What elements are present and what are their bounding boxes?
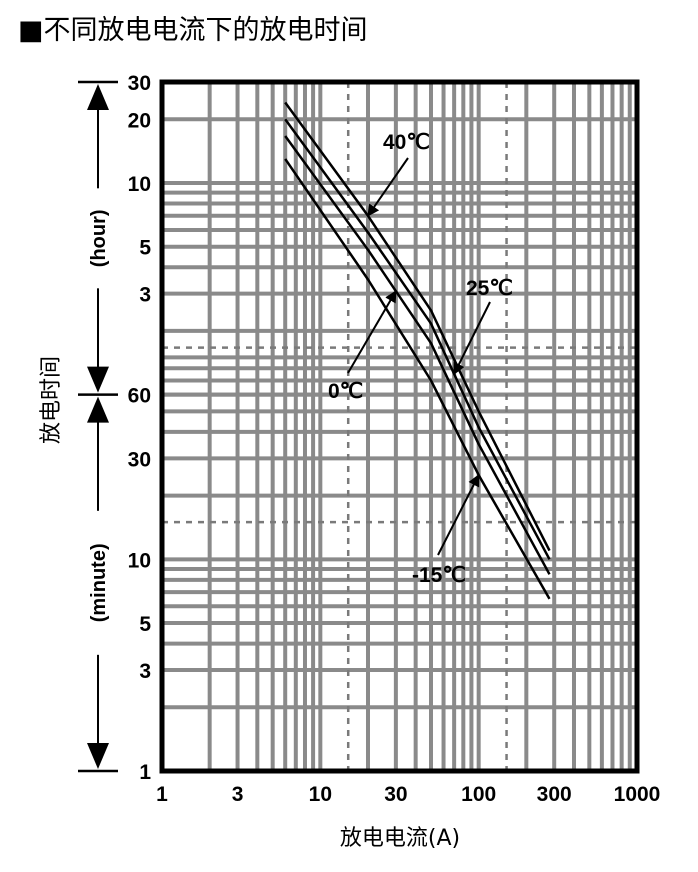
x-tick-label: 30 (384, 783, 407, 806)
y-unit-label: (minute) (88, 543, 110, 622)
annotation-label: -15℃ (412, 564, 466, 587)
y-tick-labels: 30 20 10 5 3 60 30 10 5 3 1 (128, 72, 152, 784)
x-tick-labels: 1 3 10 30 100 300 1000 (156, 783, 660, 806)
y-axis-label: 放电时间 (39, 356, 64, 444)
grid (160, 80, 639, 773)
annotation-leader (367, 157, 409, 217)
y-tick-label: 5 (139, 237, 151, 260)
annotation-label: 40℃ (383, 131, 430, 154)
x-tick-label: 100 (461, 783, 496, 806)
y-tick-label: 30 (128, 72, 151, 95)
y-tick-label: 5 (139, 613, 151, 636)
reference-lines (162, 82, 637, 771)
x-tick-label: 3 (232, 783, 244, 806)
x-tick-label: 300 (537, 783, 572, 806)
series-lines (284, 101, 551, 600)
y-tick-label: 10 (128, 173, 151, 196)
annotation-label: 25℃ (466, 277, 513, 300)
y-tick-label: 60 (128, 385, 151, 408)
y-tick-label: 3 (139, 284, 151, 307)
y-unit-arrows: (hour) (minute) (78, 80, 118, 773)
series-line (284, 158, 551, 600)
series-line (284, 135, 551, 575)
y-tick-label: 30 (128, 448, 151, 471)
annotation-leader (347, 290, 397, 374)
annotation-leader (453, 301, 491, 376)
arrow-head (87, 396, 109, 423)
x-tick-label: 1 (156, 783, 168, 806)
x-tick-label: 1000 (614, 783, 661, 806)
plot-frame (159, 79, 640, 774)
chart-title: ■不同放电电流下的放电时间 (18, 15, 368, 46)
y-unit-label: (hour) (88, 209, 110, 267)
series-line (284, 101, 551, 552)
y-tick-label: 1 (139, 761, 151, 784)
series-line (284, 118, 551, 560)
x-axis-label: 放电电流(A) (340, 826, 460, 851)
annotations: 40℃ 25℃ 0℃ -15℃ (328, 131, 513, 587)
y-tick-label: 20 (128, 109, 151, 132)
y-tick-label: 10 (128, 549, 151, 572)
annotation-leader (437, 474, 480, 556)
arrow-head (87, 84, 109, 110)
y-tick-label: 3 (139, 660, 151, 683)
arrow-head (87, 366, 109, 393)
x-tick-label: 10 (309, 783, 332, 806)
arrow-head (87, 743, 109, 769)
annotation-label: 0℃ (328, 380, 363, 403)
